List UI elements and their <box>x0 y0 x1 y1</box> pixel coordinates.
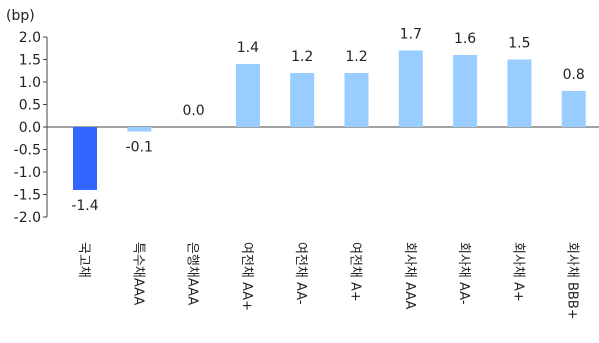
data-label: 1.4 <box>237 40 259 56</box>
data-label: 0.8 <box>563 67 585 83</box>
category-label: 국고채 <box>76 242 91 278</box>
category-labels: 국고채 특수채AAA 은행채AAA 여전채 AA+ 여전채 AA- 여전채 A+ 회사채 A… <box>76 242 580 320</box>
y-tick-label: -1.0 <box>14 165 41 181</box>
data-label: 1.5 <box>508 36 530 52</box>
bar <box>290 73 315 127</box>
bar <box>398 50 423 127</box>
data-label: 0.0 <box>182 103 204 119</box>
y-tick-label: -0.5 <box>14 143 41 159</box>
category-label: 특수채AAA <box>130 242 145 305</box>
y-tick-label: 1.0 <box>19 75 41 91</box>
data-label: 1.7 <box>400 27 422 43</box>
category-label: 은행채AAA <box>185 242 201 305</box>
category-label: 회사채 AA- <box>456 242 471 305</box>
data-label: -0.1 <box>126 140 153 156</box>
bar <box>453 55 478 127</box>
data-label: -1.4 <box>71 198 98 214</box>
category-label: 여전채 AA+ <box>239 242 254 311</box>
y-tick-label: 1.5 <box>19 53 41 69</box>
data-labels: -1.4 -0.1 0.0 1.4 1.2 1.2 1.7 1.6 1.5 0.8 <box>71 27 584 215</box>
y-tick-label: -2.0 <box>14 210 41 226</box>
y-tick-label: 2.0 <box>19 30 41 46</box>
bar <box>561 91 586 127</box>
bars <box>73 50 586 190</box>
category-label: 여전채 AA- <box>293 242 308 305</box>
category-label: 회사채 A+ <box>510 242 525 302</box>
bar <box>127 127 152 132</box>
data-label: 1.2 <box>345 49 367 65</box>
category-label: 회사채 AAA <box>402 242 417 310</box>
bar <box>507 59 532 127</box>
bar <box>235 64 260 127</box>
data-label: 1.2 <box>291 49 313 65</box>
data-label: 1.6 <box>454 31 476 47</box>
y-tick-label: -1.5 <box>14 188 41 204</box>
bar <box>344 73 369 127</box>
y-tick-label: 0.0 <box>19 120 41 136</box>
bar <box>73 127 97 190</box>
category-label: 회사채 BBB+ <box>565 242 580 320</box>
y-unit-label: (bp) <box>6 8 35 24</box>
y-tick-label: 0.5 <box>19 98 41 114</box>
category-label: 여전채 A+ <box>348 242 363 302</box>
